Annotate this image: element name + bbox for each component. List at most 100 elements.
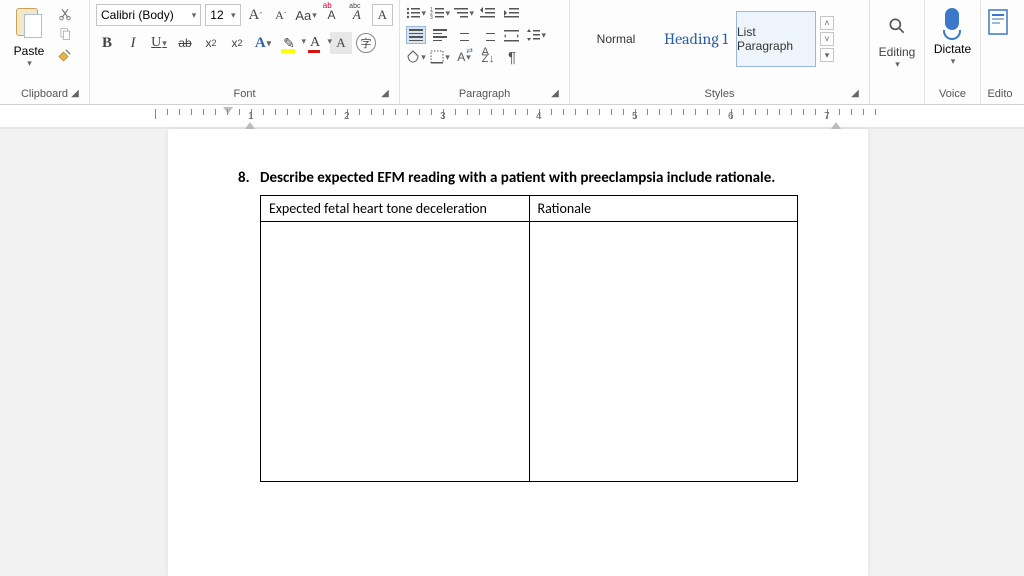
editor-icon: [987, 8, 1013, 38]
multilevel-button[interactable]: ▾: [454, 4, 474, 22]
workspace: 8. Describe expected EFM reading with a …: [0, 129, 1024, 576]
paste-button[interactable]: Paste ▾: [6, 4, 52, 69]
align-left-button[interactable]: [430, 26, 450, 44]
decrease-indent-icon: [480, 6, 496, 20]
group-label-clipboard: Clipboard: [21, 88, 68, 100]
line-spacing-icon: [526, 28, 540, 42]
line-spacing-button[interactable]: ▾: [526, 26, 546, 44]
bold-button[interactable]: B: [96, 32, 118, 54]
font-name-combo[interactable]: Calibri (Body)▾: [96, 4, 201, 26]
ruler-mark: 5: [632, 111, 638, 122]
table-header-col2[interactable]: Rationale: [529, 196, 798, 222]
copy-icon: [58, 27, 72, 41]
highlight-button[interactable]: ✎ ▾: [278, 32, 300, 54]
answer-table[interactable]: Expected fetal heart tone deceleration R…: [260, 195, 798, 482]
bullets-icon: [406, 6, 420, 20]
paste-dropdown[interactable]: ▾: [27, 58, 32, 69]
style-normal[interactable]: Normal: [576, 11, 656, 67]
bullets-button[interactable]: ▾: [406, 4, 426, 22]
align-justify-button[interactable]: [406, 26, 426, 44]
ruler-mark: 6: [728, 111, 734, 122]
align-center-button[interactable]: [454, 26, 474, 44]
editing-dropdown[interactable]: ▾: [895, 59, 900, 70]
show-hide-button[interactable]: ¶: [502, 48, 522, 66]
text-effects-button[interactable]: A▾: [252, 32, 274, 54]
editing-button[interactable]: Editing: [879, 45, 916, 59]
font-size-value: 12: [210, 8, 223, 22]
sort-button[interactable]: AZ↓: [478, 48, 498, 66]
phonetic-guide-button[interactable]: Aab: [321, 4, 342, 26]
table-cell-col1[interactable]: [261, 222, 530, 482]
group-voice: Dictate ▾ Voice: [925, 0, 981, 104]
hanging-indent-marker[interactable]: [245, 122, 255, 129]
table-cell-col2[interactable]: [529, 222, 798, 482]
clipboard-dialog-launcher[interactable]: ◢: [69, 88, 81, 100]
dictate-button[interactable]: Dictate: [934, 42, 971, 56]
superscript-button[interactable]: x2: [226, 32, 248, 54]
horizontal-ruler[interactable]: 1234567: [155, 109, 1004, 125]
group-paragraph: ▾ 123▾ ▾: [400, 0, 570, 104]
ruler-mark: 3: [440, 111, 446, 122]
shading-button[interactable]: ▾: [406, 48, 426, 66]
numbering-button[interactable]: 123▾: [430, 4, 450, 22]
ribbon: Paste ▾ Clipboard ◢: [0, 0, 1024, 105]
clear-formatting-button[interactable]: A: [372, 4, 393, 26]
subscript-button[interactable]: x2: [200, 32, 222, 54]
ruler-mark: 7: [824, 111, 830, 122]
font-color-button[interactable]: A ▾: [304, 32, 326, 54]
increase-indent-button[interactable]: [502, 4, 522, 22]
question-number: 8.: [238, 169, 260, 187]
strikethrough-button[interactable]: ab: [174, 32, 196, 54]
borders-button[interactable]: ▾: [430, 48, 450, 66]
char-shading-button[interactable]: A: [330, 32, 352, 54]
find-icon: [887, 16, 907, 41]
italic-button[interactable]: I: [122, 32, 144, 54]
right-indent-marker[interactable]: [831, 122, 841, 129]
table-header-col1[interactable]: Expected fetal heart tone deceleration: [261, 196, 530, 222]
copy-button[interactable]: [56, 26, 74, 42]
styles-dialog-launcher[interactable]: ◢: [849, 88, 861, 100]
char-border-button[interactable]: abcA: [346, 4, 367, 26]
group-label-styles: Styles: [705, 88, 735, 100]
font-size-combo[interactable]: 12▾: [205, 4, 240, 26]
style-list-paragraph[interactable]: List Paragraph: [736, 11, 816, 67]
borders-icon: [430, 50, 444, 64]
grow-font-button[interactable]: Aˆ: [245, 4, 266, 26]
document-page[interactable]: 8. Describe expected EFM reading with a …: [168, 129, 868, 576]
format-painter-icon: [56, 46, 74, 64]
table-row: Expected fetal heart tone deceleration R…: [261, 196, 798, 222]
change-case-button[interactable]: Aa▾: [295, 4, 316, 26]
format-painter-button[interactable]: [56, 46, 74, 64]
paste-label: Paste: [14, 44, 45, 58]
ruler-bar: 1234567: [0, 105, 1024, 129]
ruler-mark: 1: [248, 111, 254, 122]
group-label-editor: Edito: [987, 88, 1012, 100]
styles-scroll-down[interactable]: ˅: [820, 32, 834, 46]
distributed-icon: [504, 28, 520, 42]
style-heading1[interactable]: Heading 1: [656, 11, 736, 67]
group-label-voice: Voice: [939, 88, 966, 100]
dictate-dropdown[interactable]: ▾: [951, 56, 956, 67]
cut-icon: [58, 7, 72, 21]
sort-icon: AZ↓: [482, 49, 495, 65]
shrink-font-button[interactable]: Aˇ: [270, 4, 291, 26]
distributed-button[interactable]: [502, 26, 522, 44]
svg-text:3: 3: [430, 15, 433, 20]
cut-button[interactable]: [56, 6, 74, 22]
styles-expand[interactable]: ▾: [820, 48, 834, 62]
group-editor: Edito: [981, 0, 1019, 104]
asian-layout-button[interactable]: A⇄▾: [454, 48, 474, 66]
styles-scroll-up[interactable]: ˄: [820, 16, 834, 30]
enclose-char-button[interactable]: 字: [356, 33, 376, 53]
question-text: Describe expected EFM reading with a pat…: [260, 169, 775, 187]
decrease-indent-button[interactable]: [478, 4, 498, 22]
table-row: [261, 222, 798, 482]
group-clipboard: Paste ▾ Clipboard ◢: [0, 0, 90, 104]
align-right-button[interactable]: [478, 26, 498, 44]
font-dialog-launcher[interactable]: ◢: [379, 88, 391, 100]
paragraph-dialog-launcher[interactable]: ◢: [549, 88, 561, 100]
group-font: Calibri (Body)▾ 12▾ Aˆ Aˇ Aa▾ Aab abcA A…: [90, 0, 400, 104]
first-line-indent-marker[interactable]: [223, 107, 233, 114]
underline-button[interactable]: U▾: [148, 32, 170, 54]
dictate-icon: [940, 8, 964, 40]
